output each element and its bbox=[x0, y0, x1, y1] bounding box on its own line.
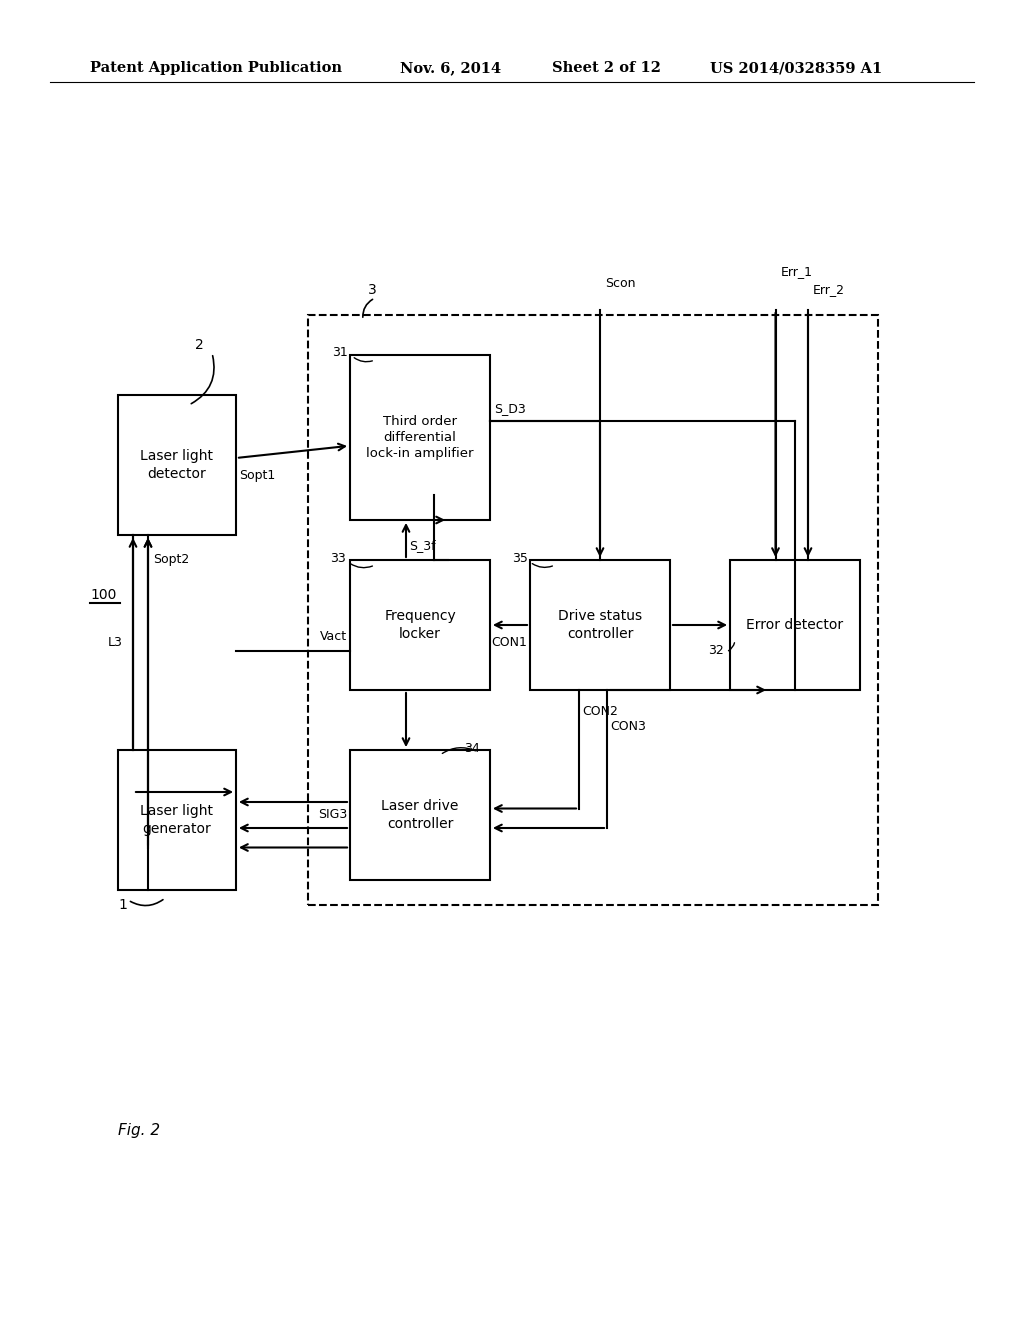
Text: Laser light
detector: Laser light detector bbox=[140, 449, 213, 480]
Text: S_3f: S_3f bbox=[409, 539, 435, 552]
Text: Laser drive
controller: Laser drive controller bbox=[381, 800, 459, 830]
Text: Err_2: Err_2 bbox=[813, 282, 845, 296]
Text: Sopt2: Sopt2 bbox=[153, 553, 189, 566]
Bar bbox=[350, 355, 490, 520]
Text: Sheet 2 of 12: Sheet 2 of 12 bbox=[552, 61, 662, 75]
Text: Drive status
controller: Drive status controller bbox=[558, 610, 642, 640]
Text: Fig. 2: Fig. 2 bbox=[118, 1122, 160, 1138]
Text: Error detector: Error detector bbox=[746, 618, 844, 632]
Text: 33: 33 bbox=[331, 552, 346, 565]
Text: S_D3: S_D3 bbox=[494, 403, 525, 414]
Bar bbox=[350, 560, 490, 690]
Text: Laser light
generator: Laser light generator bbox=[140, 804, 213, 836]
Text: Patent Application Publication: Patent Application Publication bbox=[90, 61, 342, 75]
Text: Frequency
locker: Frequency locker bbox=[384, 610, 456, 640]
Bar bbox=[730, 560, 860, 690]
Text: Scon: Scon bbox=[605, 277, 636, 290]
Bar bbox=[530, 560, 670, 690]
Text: Nov. 6, 2014: Nov. 6, 2014 bbox=[400, 61, 501, 75]
Bar bbox=[350, 750, 490, 880]
Text: 2: 2 bbox=[195, 338, 204, 352]
Text: CON2: CON2 bbox=[582, 705, 617, 718]
Text: Vact: Vact bbox=[319, 630, 347, 643]
Text: Err_1: Err_1 bbox=[780, 265, 812, 279]
Text: SIG3: SIG3 bbox=[317, 808, 347, 821]
Bar bbox=[118, 395, 236, 535]
Text: US 2014/0328359 A1: US 2014/0328359 A1 bbox=[710, 61, 883, 75]
Text: 100: 100 bbox=[90, 587, 117, 602]
Text: CON1: CON1 bbox=[492, 636, 527, 649]
Text: CON3: CON3 bbox=[610, 719, 646, 733]
Bar bbox=[308, 315, 878, 906]
Text: 3: 3 bbox=[368, 282, 377, 297]
Text: Third order
differential
lock-in amplifier: Third order differential lock-in amplifi… bbox=[367, 414, 474, 459]
Text: 32: 32 bbox=[709, 644, 724, 656]
Text: Sopt1: Sopt1 bbox=[239, 470, 275, 483]
Text: L3: L3 bbox=[109, 635, 123, 648]
Text: 31: 31 bbox=[332, 346, 348, 359]
Text: 1: 1 bbox=[118, 898, 127, 912]
Text: 34: 34 bbox=[464, 742, 480, 755]
Text: 35: 35 bbox=[512, 552, 528, 565]
Bar bbox=[118, 750, 236, 890]
